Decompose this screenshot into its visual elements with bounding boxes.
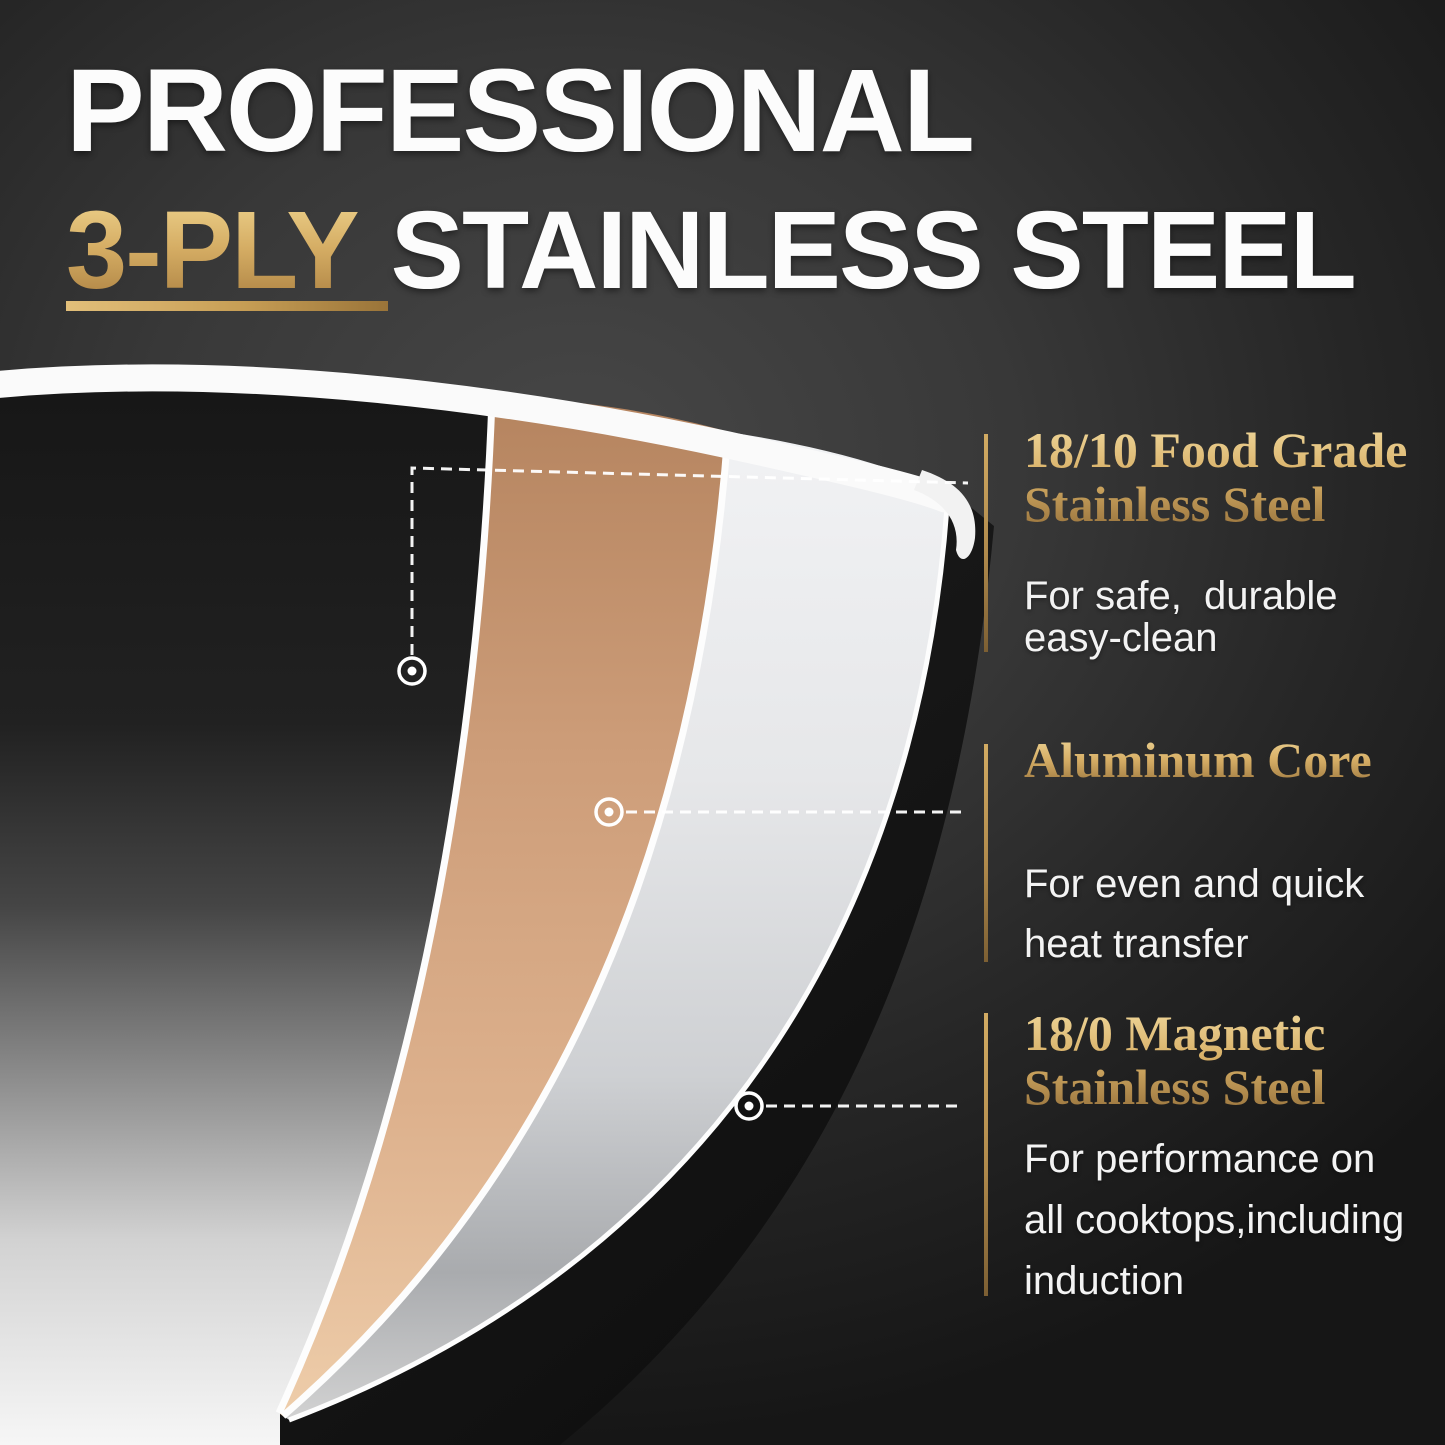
callout-leader-lines <box>410 466 969 1108</box>
title-rest: STAINLESS STEEL <box>390 189 1357 312</box>
title-highlight-3ply: 3-PLY <box>66 189 360 312</box>
marker-outer-layer <box>734 1091 764 1121</box>
callout-rule-2 <box>984 744 988 962</box>
layer-inner-stainless <box>0 367 494 1445</box>
callout-heading-core-layer: Aluminum Core <box>1024 732 1372 788</box>
callout-body-inner-layer: For safe, durable easy-clean <box>1024 574 1338 660</box>
callout-heading-outer-layer: 18/0 Magnetic Stainless Steel <box>1024 1005 1326 1115</box>
layer-seams <box>275 398 951 1423</box>
callout-markers <box>397 656 764 1121</box>
marker-core-layer <box>594 797 624 827</box>
pan-rim-curl <box>914 470 976 560</box>
callout-rule-1 <box>984 434 988 652</box>
callout-body-core-layer: For even and quick heat transfer <box>1024 862 1365 966</box>
leader-line-inner-layer <box>410 466 969 655</box>
callout-heading-inner-layer: 18/10 Food Grade Stainless Steel <box>1024 422 1408 532</box>
layer-aluminum-core <box>279 398 729 1417</box>
marker-inner-layer <box>397 656 427 686</box>
callout-rule-3 <box>984 1013 988 1296</box>
layer-outer-stainless <box>283 432 950 1421</box>
callout-body-outer-layer: For performance on all cooktops,includin… <box>1024 1137 1405 1303</box>
title-line-1: PROFESSIONAL <box>66 45 975 177</box>
title-gold-underline <box>66 301 388 311</box>
title-line-2: 3-PLY STAINLESS STEEL <box>66 196 1357 306</box>
